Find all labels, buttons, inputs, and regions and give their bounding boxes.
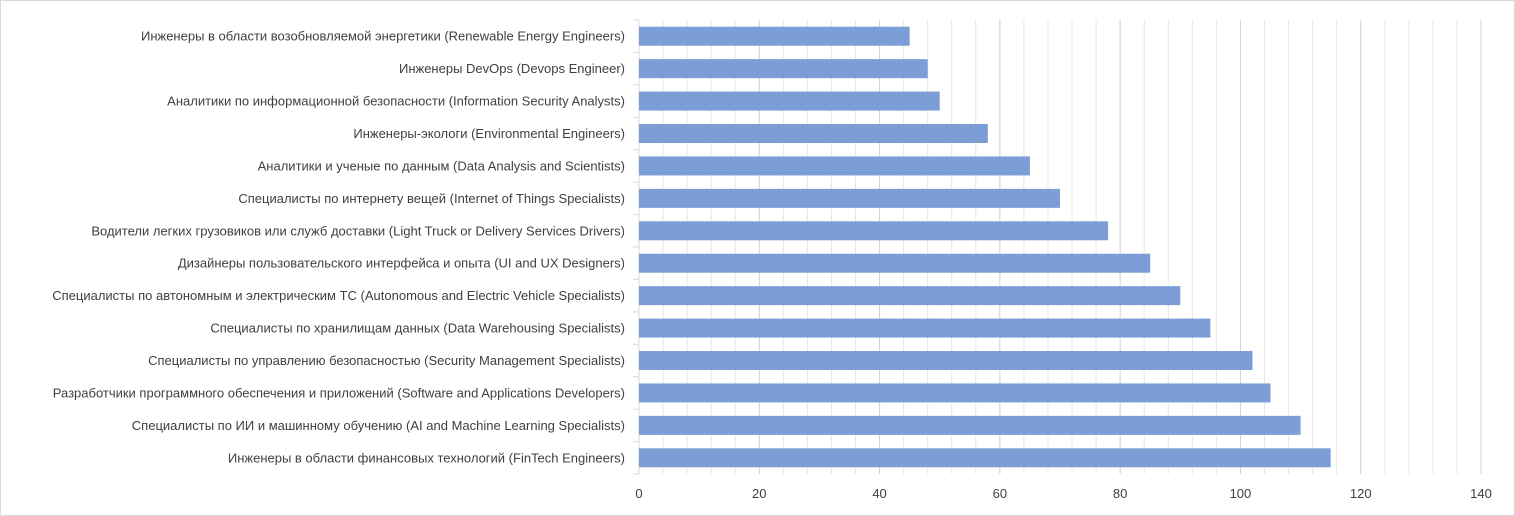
bar <box>639 188 1060 208</box>
bar <box>639 221 1109 241</box>
bar <box>639 351 1253 370</box>
category-label: Аналитики по информационной безопасности… <box>167 94 625 109</box>
x-tick-label: 20 <box>752 486 766 501</box>
category-label: Специалисты по управлению безопасностью … <box>148 353 625 368</box>
x-tick-label: 100 <box>1230 486 1252 501</box>
x-tick-label: 120 <box>1350 486 1372 501</box>
x-tick-label: 80 <box>1113 486 1127 501</box>
bar <box>639 415 1301 435</box>
bar <box>639 156 1030 176</box>
category-label: Специалисты по автономным и электрически… <box>52 288 625 303</box>
category-label: Разработчики программного обеспечения и … <box>53 385 625 400</box>
category-labels: Инженеры в области возобновляемой энерге… <box>52 29 625 466</box>
bar <box>639 26 910 46</box>
category-label: Аналитики и ученые по данным (Data Analy… <box>258 158 625 173</box>
category-label: Инженеры в области финансовых технологий… <box>228 450 625 465</box>
category-label: Инженеры-экологи (Environmental Engineer… <box>353 126 625 141</box>
category-label: Инженеры в области возобновляемой энерге… <box>141 29 625 44</box>
bar <box>639 448 1331 468</box>
category-label: Специалисты по хранилищам данных (Data W… <box>210 321 625 336</box>
bar <box>639 318 1211 338</box>
x-tick-label: 40 <box>872 486 886 501</box>
bar <box>639 91 940 111</box>
bar <box>639 59 928 79</box>
bar <box>639 253 1151 273</box>
category-label: Дизайнеры пользовательского интерфейса и… <box>178 256 625 271</box>
bar <box>639 383 1271 403</box>
category-label: Водители легких грузовиков или служб дос… <box>91 223 625 238</box>
category-label: Инженеры DevOps (Devops Engineer) <box>399 61 625 76</box>
bar-layer <box>639 26 1331 468</box>
x-tick-label: 140 <box>1470 486 1492 501</box>
category-label: Специалисты по ИИ и машинному обучению (… <box>132 418 625 433</box>
category-label: Специалисты по интернету вещей (Internet… <box>238 191 625 206</box>
x-tick-label: 0 <box>635 486 642 501</box>
x-tick-label: 60 <box>993 486 1007 501</box>
bar <box>639 124 988 143</box>
bar <box>639 286 1181 306</box>
x-axis-ticks: 0 20 40 60 80 100 120 140 <box>635 486 1491 501</box>
